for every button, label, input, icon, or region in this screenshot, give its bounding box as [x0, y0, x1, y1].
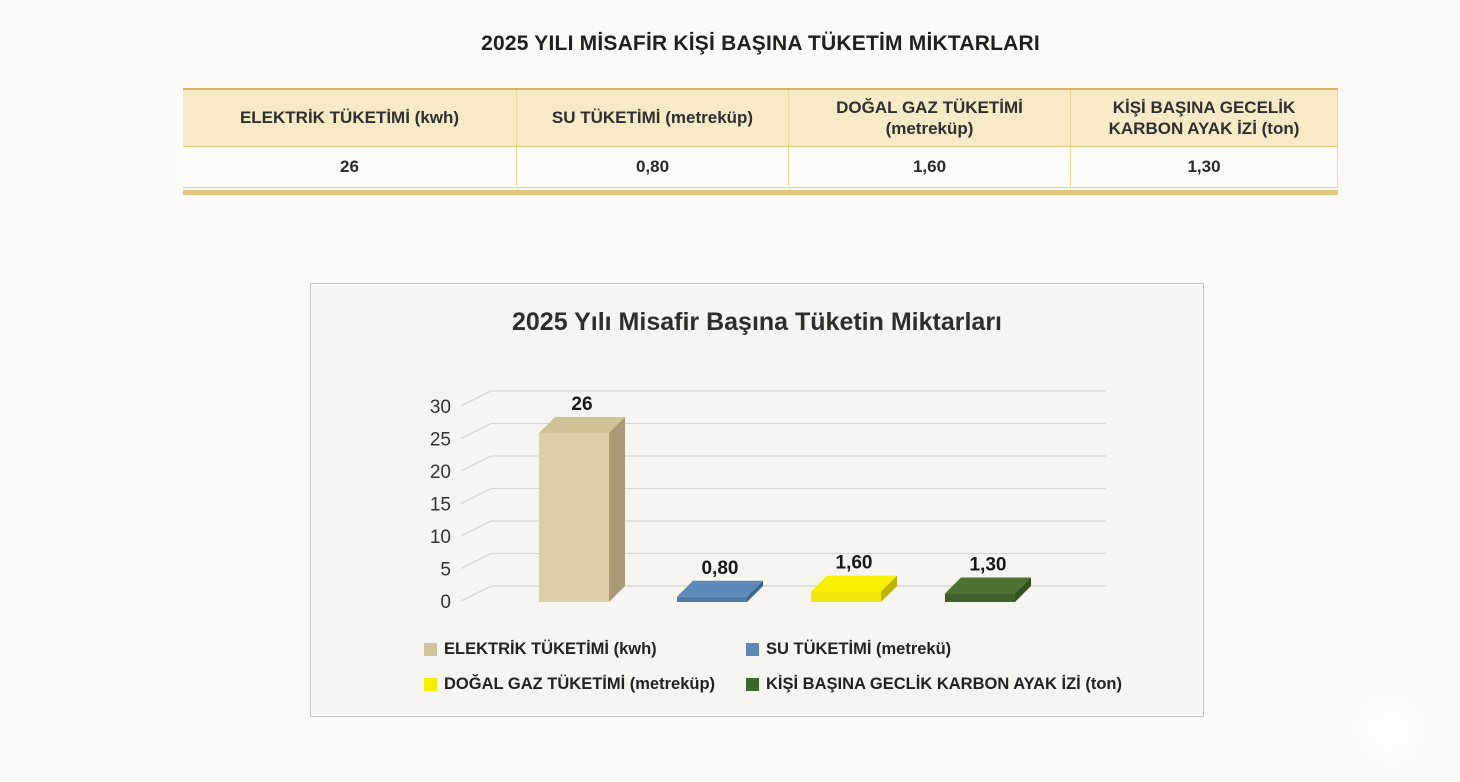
- bar-top-face: [945, 577, 1031, 594]
- y-tick-diagonal: [460, 422, 492, 440]
- bar-side-face: [1015, 577, 1031, 602]
- table-header-carbon: KİŞİ BAŞINA GECELİK KARBON AYAK İZİ (ton…: [1071, 90, 1338, 146]
- table-value-carbon: 1,30: [1071, 147, 1338, 187]
- legend-swatch-water: [746, 643, 759, 656]
- y-tick-diagonal: [460, 520, 492, 537]
- legend-item-gas: DOĞAL GAZ TÜKETİMİ (metreküp): [424, 675, 746, 694]
- y-tick-diagonal: [460, 487, 492, 505]
- legend-label-gas: DOĞAL GAZ TÜKETİMİ (metreküp): [444, 675, 716, 693]
- y-tick-diagonal: [460, 585, 492, 602]
- watermark-sparkle: [1352, 692, 1428, 768]
- table-values-row: 26 0,80 1,60 1,30: [183, 147, 1338, 188]
- y-axis-label: 15: [430, 495, 451, 516]
- bar-top-face: [677, 580, 763, 597]
- bar-top-face: [811, 575, 897, 592]
- y-axis-label: 30: [430, 397, 451, 418]
- table-header-water: SU TÜKETİMİ (metreküp): [517, 90, 789, 146]
- bar-side-face: [881, 575, 897, 602]
- table-header-electricity: ELEKTRİK TÜKETİMİ (kwh): [183, 90, 517, 146]
- bar-chart-plot: 0 5 10 15 20 25 30 26 0,80 1,60 1,30: [430, 390, 1106, 613]
- bar-front-face: [677, 596, 747, 602]
- y-axis-label: 0: [440, 592, 451, 613]
- y-tick-diagonal: [460, 455, 492, 472]
- legend-label-carbon: KİŞİ BAŞINA GECLİK KARBON AYAK İZİ (ton): [766, 675, 1122, 693]
- page-title: 2025 YILI MİSAFİR KİŞİ BAŞINA TÜKETİM Mİ…: [481, 32, 1040, 55]
- y-tick-diagonal: [460, 390, 492, 407]
- bar-front-face: [539, 433, 609, 602]
- bar-value-label: 1,30: [970, 555, 1007, 576]
- legend-swatch-electricity: [424, 643, 437, 656]
- legend-item-carbon: KİŞİ BAŞINA GECLİK KARBON AYAK İZİ (ton): [746, 675, 1122, 694]
- chart-legend: ELEKTRİK TÜKETİMİ (kwh) SU TÜKETİMİ (met…: [424, 640, 1122, 694]
- bar-side-face: [747, 580, 763, 602]
- bar-front-face: [945, 593, 1015, 602]
- legend-swatch-carbon: [746, 678, 759, 691]
- bar-top-face: [539, 417, 625, 433]
- bar-value-label: 26: [571, 394, 592, 415]
- consumption-table: ELEKTRİK TÜKETİMİ (kwh) SU TÜKETİMİ (met…: [183, 88, 1338, 195]
- y-axis-label: 25: [430, 430, 451, 451]
- bar-value-label: 1,60: [836, 553, 873, 574]
- table-header-gas: DOĞAL GAZ TÜKETİMİ (metreküp): [789, 90, 1071, 146]
- legend-label-electricity: ELEKTRİK TÜKETİMİ (kwh): [444, 640, 657, 658]
- y-axis-label: 5: [440, 560, 451, 581]
- legend-swatch-gas: [424, 678, 437, 691]
- bar-side-face: [609, 417, 625, 602]
- bar-value-label: 0,80: [702, 558, 739, 579]
- table-header-row: ELEKTRİK TÜKETİMİ (kwh) SU TÜKETİMİ (met…: [183, 90, 1338, 147]
- y-axis-label: 20: [430, 462, 451, 483]
- table-value-water: 0,80: [517, 147, 789, 187]
- legend-item-water: SU TÜKETİMİ (metrekü): [746, 640, 1122, 659]
- chart-title: 2025 Yılı Misafir Başına Tüketin Miktarl…: [511, 308, 1002, 336]
- table-bottom-band: [183, 190, 1338, 195]
- table-value-electricity: 26: [183, 147, 517, 187]
- bar-front-face: [811, 591, 881, 602]
- y-axis-label: 10: [430, 527, 451, 548]
- table-value-gas: 1,60: [789, 147, 1071, 187]
- legend-label-water: SU TÜKETİMİ (metrekü): [766, 640, 952, 658]
- y-tick-diagonal: [460, 552, 492, 570]
- chart-container: 2025 Yılı Misafir Başına Tüketin Miktarl…: [310, 283, 1204, 717]
- legend-item-electricity: ELEKTRİK TÜKETİMİ (kwh): [424, 640, 746, 659]
